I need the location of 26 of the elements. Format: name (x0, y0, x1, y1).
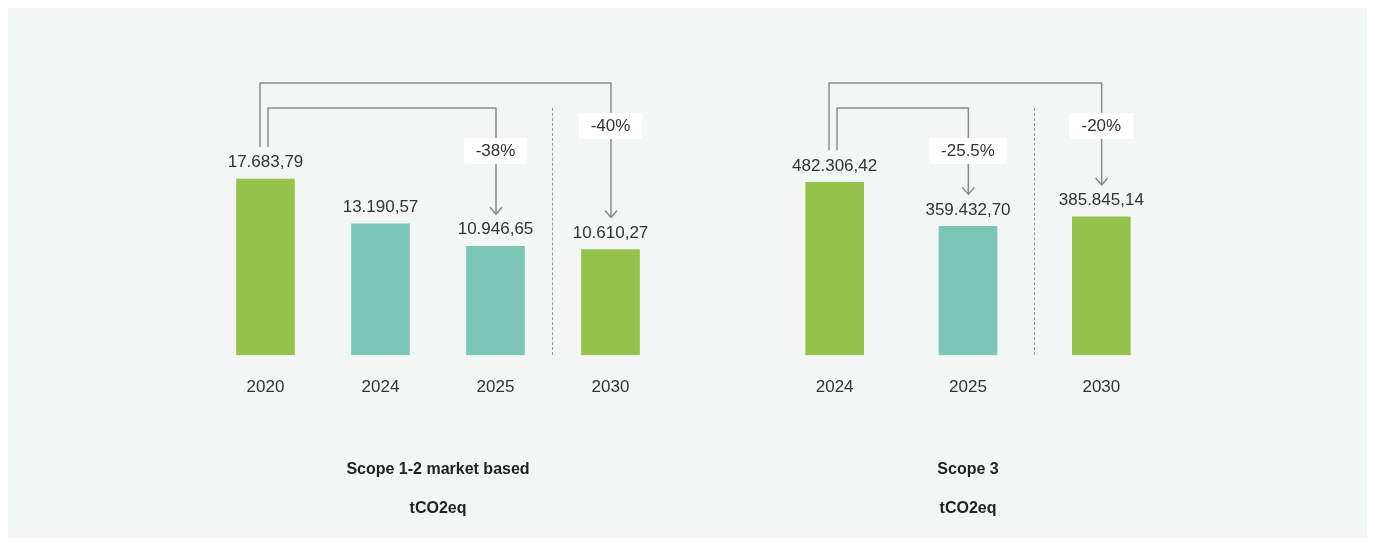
x-tick-label: 2020 (246, 377, 285, 397)
data-label: 385.845,14 (1058, 190, 1144, 210)
text: -38% (463, 138, 528, 164)
x-tick-label: 2025 (476, 377, 515, 397)
text: Scope 1-2 market based (346, 459, 530, 477)
data-label: 17.683,79 (227, 152, 304, 172)
x-tick-label: 2024 (815, 377, 854, 397)
data-label: 359.432,70 (925, 199, 1011, 219)
data-label: 482.306,42 (792, 155, 878, 175)
x-tick-label: 2030 (1082, 377, 1121, 397)
text: -25.5% (929, 138, 1007, 164)
bar (466, 245, 525, 356)
bar (351, 223, 410, 356)
text: tCO2eq (939, 498, 997, 516)
text: -20% (1069, 113, 1134, 139)
x-tick-label: 2024 (361, 377, 400, 397)
data-label: 10.946,65 (457, 219, 534, 239)
x-tick-label: 2030 (591, 377, 630, 397)
text: -40% (578, 113, 643, 139)
text: tCO2eq (409, 498, 467, 516)
x-tick-label: 2025 (949, 377, 987, 397)
bar (236, 178, 295, 356)
text: Scope 3 (937, 459, 999, 477)
data-label: 13.190,57 (342, 197, 419, 217)
bar (581, 249, 640, 356)
data-label: 10.610,27 (572, 222, 649, 242)
